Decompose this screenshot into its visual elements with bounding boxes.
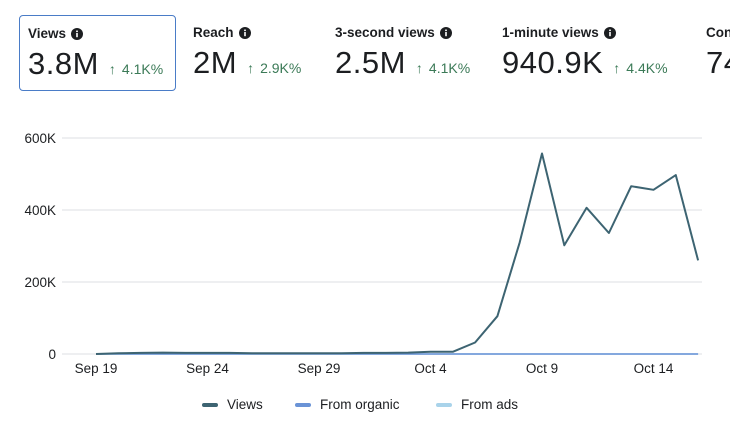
legend-swatch-icon — [295, 402, 311, 407]
y-tick-label: 200K — [24, 275, 56, 290]
arrow-up-icon: ↑ — [108, 61, 116, 77]
chart-series — [95, 152, 700, 355]
metric-card-reach[interactable]: Reach 2M ↑ 2.9K% — [185, 15, 325, 91]
metric-value-3-second-views: 2.5M — [335, 45, 406, 80]
x-tick-label: Sep 29 — [298, 361, 341, 376]
metric-card-con[interactable]: Con 74 — [698, 15, 730, 91]
metric-value-views: 3.8M — [28, 46, 99, 81]
info-icon[interactable] — [238, 26, 251, 39]
info-icon[interactable] — [603, 26, 616, 39]
chart-x-axis: Sep 19 Sep 24 Sep 29 Oct 4 Oct 9 Oct 14 — [75, 361, 674, 376]
chart-legend: Views From organic From ads — [0, 397, 730, 415]
metric-change-views: ↑ 4.1K% — [108, 61, 164, 77]
metric-change-reach: ↑ 2.9K% — [247, 60, 302, 76]
chart-gridlines — [62, 137, 702, 355]
y-tick-label: 400K — [24, 203, 56, 218]
x-tick-label: Oct 14 — [634, 361, 674, 376]
metric-change-1-minute-views: ↑ 4.4K% — [613, 60, 668, 76]
metric-label-views: Views — [28, 26, 167, 41]
arrow-up-icon: ↑ — [613, 60, 621, 76]
metric-card-3-second-views[interactable]: 3-second views 2.5M ↑ 4.1K% — [327, 15, 492, 91]
x-tick-label: Sep 19 — [75, 361, 118, 376]
metric-value-reach: 2M — [193, 45, 238, 80]
legend-item-from-organic[interactable]: From organic — [295, 397, 400, 412]
metric-card-views[interactable]: Views 3.8M ↑ 4.1K% — [19, 15, 176, 91]
metric-change-3-second-views: ↑ 4.1K% — [415, 60, 471, 76]
metrics-bar: Views 3.8M ↑ 4.1K% Reach 2M ↑ 2.9K% 3-seco… — [0, 0, 730, 100]
arrow-up-icon: ↑ — [247, 60, 255, 76]
x-tick-label: Oct 9 — [526, 361, 558, 376]
chart-y-axis: 0 200K 400K 600K — [24, 131, 56, 362]
x-tick-label: Oct 4 — [414, 361, 447, 376]
arrow-up-icon: ↑ — [415, 60, 423, 76]
metric-value-1-minute-views: 940.9K — [502, 45, 604, 80]
info-icon[interactable] — [71, 27, 84, 40]
metric-label-con: Con — [706, 25, 730, 40]
metric-card-1-minute-views[interactable]: 1-minute views 940.9K ↑ 4.4K% — [494, 15, 694, 91]
series-line-views[interactable] — [95, 152, 700, 355]
views-line-chart: 0 200K 400K 600K Sep 19 Sep 24 Sep 29 Oct 4 Oct… — [24, 131, 702, 376]
legend-swatch-icon — [202, 402, 218, 407]
legend-swatch-icon — [436, 402, 452, 407]
x-tick-label: Sep 24 — [186, 361, 229, 376]
metric-value-con: 74 — [706, 45, 730, 80]
y-tick-label: 0 — [48, 347, 56, 362]
metric-label-1-minute-views: 1-minute views — [502, 25, 686, 40]
metric-label-reach: Reach — [193, 25, 317, 40]
legend-item-views[interactable]: Views — [202, 397, 263, 412]
legend-item-from-ads[interactable]: From ads — [436, 397, 518, 412]
y-tick-label: 600K — [24, 131, 56, 146]
metric-label-3-second-views: 3-second views — [335, 25, 484, 40]
info-icon[interactable] — [439, 26, 452, 39]
